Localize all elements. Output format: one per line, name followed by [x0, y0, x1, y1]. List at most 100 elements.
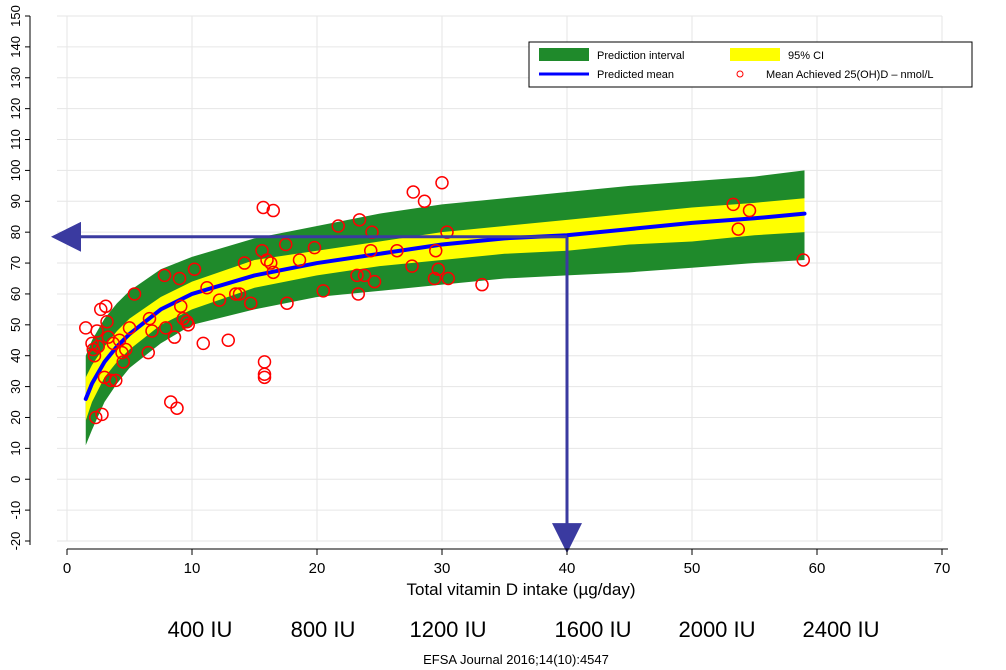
data-point	[221, 333, 235, 348]
y-tick-label: 70	[8, 256, 23, 270]
legend-label: Prediction interval	[597, 50, 684, 62]
y-tick-label: 30	[8, 379, 23, 393]
data-point	[726, 197, 740, 212]
data-point	[260, 253, 274, 267]
y-tick-label: 120	[8, 98, 23, 120]
y-tick-label: 80	[8, 225, 23, 239]
legend-label: 95% CI	[788, 50, 824, 62]
x-tick-label: 60	[809, 560, 826, 577]
data-point	[187, 262, 202, 276]
x-tick-label: 10	[184, 560, 201, 577]
data-point	[292, 253, 307, 267]
data-point	[141, 345, 155, 360]
data-point	[229, 287, 243, 301]
iu-label: 1600 IU	[554, 617, 631, 642]
data-point	[367, 274, 382, 289]
data-point	[441, 271, 455, 286]
data-point	[427, 271, 442, 286]
data-point	[742, 203, 757, 218]
data-point	[122, 321, 137, 335]
data-point	[257, 355, 272, 369]
data-point	[266, 203, 280, 218]
legend-swatch	[539, 48, 589, 61]
y-tick-label: -10	[8, 501, 23, 520]
data-point	[429, 243, 443, 258]
data-point	[796, 253, 810, 267]
guide-arrows	[51, 221, 582, 554]
data-point	[435, 176, 449, 190]
citation: EFSA Journal 2016;14(10):4547	[423, 652, 609, 667]
data-point	[127, 287, 142, 301]
data-point	[174, 299, 188, 314]
data-point	[95, 407, 109, 422]
y-tick-label: 50	[8, 318, 23, 332]
data-point	[181, 318, 195, 332]
data-point	[316, 284, 330, 298]
x-tick-label: 40	[559, 560, 576, 577]
data-point	[351, 287, 365, 301]
iu-label: 800 IU	[291, 617, 356, 642]
data-point	[115, 345, 129, 360]
y-tick-label: 20	[8, 410, 23, 424]
data-point	[87, 348, 102, 363]
data-point	[390, 243, 404, 258]
y-tick-label: 110	[8, 129, 23, 150]
y-tick-label: 0	[8, 476, 23, 483]
data-point	[475, 277, 489, 292]
iu-label: 400 IU	[168, 617, 233, 642]
legend-swatch	[736, 70, 744, 78]
data-point	[99, 299, 113, 314]
data-point	[172, 271, 187, 286]
y-tick-label: 90	[8, 194, 23, 208]
iu-label: 2400 IU	[802, 617, 879, 642]
data-point	[200, 281, 214, 295]
data-point	[159, 321, 173, 335]
axes-layer: -20-100102030405060708090100110120130140…	[8, 5, 950, 577]
y-tick-label: 100	[8, 160, 23, 182]
data-point	[104, 373, 118, 388]
y-tick-label: 60	[8, 287, 23, 301]
data-point	[196, 336, 210, 351]
data-point	[109, 373, 123, 388]
predicted-mean-line	[83, 211, 807, 401]
legend: Prediction interval 95% CI Predicted mean M…	[528, 41, 973, 88]
y-tick-label: 40	[8, 348, 23, 362]
legend-swatch	[730, 48, 780, 61]
x-axis-title: Total vitamin D intake (µg/day)	[407, 580, 636, 599]
data-point	[331, 219, 345, 233]
data-point	[731, 222, 745, 236]
data-point	[232, 287, 247, 301]
predicted-mean-path	[83, 211, 807, 401]
data-point	[91, 339, 105, 354]
data-point	[307, 240, 322, 255]
data-point	[170, 401, 184, 415]
data-point	[89, 410, 103, 425]
data-point	[350, 268, 364, 283]
data-point	[90, 324, 104, 338]
observation-points	[79, 176, 810, 425]
data-point	[431, 262, 445, 276]
data-point	[257, 367, 272, 381]
data-point	[405, 259, 419, 273]
data-point	[106, 336, 120, 351]
data-point	[116, 355, 130, 369]
data-point	[257, 370, 272, 385]
data-point	[279, 237, 293, 252]
data-point	[112, 333, 127, 348]
legend-label: Mean Achieved 25(OH)D – nmol/L	[766, 69, 934, 81]
data-point	[157, 268, 172, 283]
data-point	[100, 314, 114, 329]
data-point	[244, 296, 258, 310]
data-point	[406, 185, 420, 199]
data-point	[364, 243, 378, 258]
data-point	[266, 265, 280, 280]
data-point	[85, 336, 99, 351]
data-point	[280, 296, 294, 310]
x-tick-label: 0	[63, 560, 71, 577]
x-tick-label: 50	[684, 560, 701, 577]
iu-label: 1200 IU	[409, 617, 486, 642]
x-tick-label: 30	[434, 560, 451, 577]
x-tick-label: 70	[934, 560, 951, 577]
y-tick-label: 140	[8, 36, 23, 58]
